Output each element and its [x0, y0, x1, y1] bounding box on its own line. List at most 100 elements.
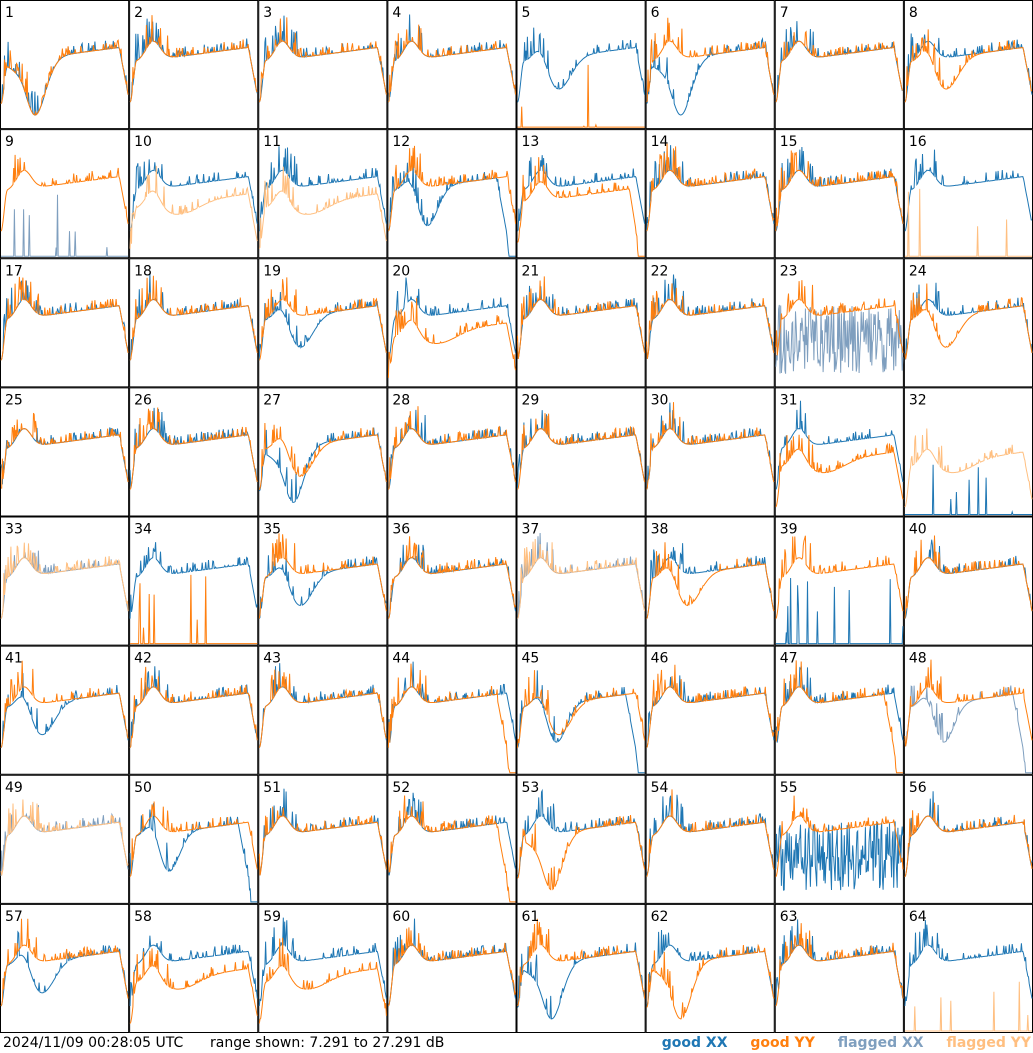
panel-label: 20 [392, 263, 410, 279]
timestamp-label: 2024/11/09 00:28:05 UTC [3, 1035, 184, 1051]
panel-label: 24 [909, 263, 927, 279]
panel-label: 39 [780, 522, 798, 538]
panel-62: 62 [645, 903, 775, 1033]
series-xx-line [129, 18, 258, 103]
panel-22: 22 [645, 258, 775, 388]
panel-23: 23 [774, 258, 904, 388]
panel-12: 12 [387, 129, 517, 259]
panel-label: 43 [263, 651, 281, 667]
series-yy-line [258, 422, 387, 490]
panel-40: 40 [903, 516, 1033, 646]
panel-label: 4 [392, 5, 401, 21]
panel-label: 30 [651, 392, 669, 408]
series-yy-line [387, 927, 516, 1007]
panel-32: 32 [903, 387, 1033, 517]
panel-51: 51 [258, 774, 388, 904]
panel-3: 3 [258, 0, 388, 130]
panel-frame [129, 387, 259, 517]
panel-frame [516, 774, 646, 904]
panel-frame [774, 645, 904, 775]
series-yy-line [904, 428, 1033, 508]
series-xx-line [129, 666, 258, 748]
legend-good-xx: good XX [661, 1035, 728, 1051]
panel-frame [258, 774, 388, 904]
legend-flagged-yy: flagged YY [946, 1035, 1031, 1051]
panel-label: 52 [392, 780, 410, 796]
series-xx-line [904, 685, 1032, 774]
panel-frame [645, 774, 775, 904]
footer-bar: 2024/11/09 00:28:05 UTC range shown: 7.2… [0, 1033, 1033, 1053]
series-yy-line [775, 660, 903, 774]
legend-flagged-xx: flagged XX [837, 1035, 924, 1051]
series-yy-line [517, 157, 645, 257]
series-yy-line [775, 795, 904, 878]
panel-frame [129, 258, 259, 388]
panel-7: 7 [774, 0, 904, 130]
series-yy-line [517, 918, 646, 1007]
panel-label: 16 [909, 134, 927, 150]
panel-label: 28 [392, 392, 410, 408]
series-xx-line [517, 532, 646, 619]
panel-label: 51 [263, 780, 281, 796]
series-yy-line [0, 154, 129, 232]
series-xx-line [0, 40, 129, 116]
panel-48: 48 [903, 645, 1033, 775]
series-yy-line [775, 280, 904, 356]
panel-38: 38 [645, 516, 775, 646]
panel-47: 47 [774, 645, 904, 775]
panel-label: 34 [134, 522, 152, 538]
series-yy-line [387, 297, 516, 378]
panel-25: 25 [0, 387, 130, 517]
series-xx-line [0, 673, 129, 749]
series-yy-line [129, 165, 258, 249]
panel-frame [129, 516, 259, 646]
series-xx-line [0, 804, 129, 877]
series-yy-line [0, 799, 129, 876]
series-yy-line [775, 535, 904, 619]
panel-64: 64 [903, 903, 1033, 1033]
series-yy-line [258, 533, 387, 619]
panel-frame [0, 387, 130, 517]
panel-55: 55 [774, 774, 904, 904]
panel-frame [258, 516, 388, 646]
panel-label: 41 [5, 651, 23, 667]
panel-9: 9 [0, 129, 130, 259]
series-xx-line [646, 794, 775, 877]
panel-frame [387, 258, 517, 388]
series-yy-line [775, 434, 904, 508]
series-yy-line [129, 15, 258, 103]
panel-label: 7 [780, 5, 789, 21]
panel-frame [129, 129, 259, 259]
panel-frame [774, 129, 904, 259]
panel-60: 60 [387, 903, 517, 1033]
legend-good-yy: good YY [750, 1035, 815, 1051]
panel-41: 41 [0, 645, 130, 775]
panel-frame [387, 0, 517, 130]
series-xx-line [646, 36, 775, 116]
panel-28: 28 [387, 387, 517, 517]
series-yy-line [258, 166, 387, 249]
series-xx-line [387, 14, 516, 103]
panel-frame [129, 645, 259, 775]
panel-label: 44 [392, 651, 410, 667]
legend: good XX good YY flagged XX flagged YY [644, 1035, 1031, 1051]
series-xx-line [387, 409, 516, 490]
panel-label: 17 [5, 263, 23, 279]
panel-57: 57 [0, 903, 130, 1033]
series-yy-line [646, 664, 775, 748]
series-yy-line [646, 402, 775, 490]
panel-label: 38 [651, 522, 669, 538]
range-label: range shown: 7.291 to 27.291 dB [210, 1035, 445, 1051]
panel-17: 17 [0, 258, 130, 388]
panel-label: 13 [522, 134, 540, 150]
panel-label: 55 [780, 780, 798, 796]
panel-34: 34 [129, 516, 259, 646]
panel-label: 58 [134, 909, 152, 925]
panel-frame [645, 645, 775, 775]
series-yy-line [517, 276, 646, 359]
panel-frame [516, 903, 646, 1033]
panel-label: 47 [780, 651, 798, 667]
series-yy-line [904, 188, 1032, 257]
panel-frame [0, 0, 130, 130]
